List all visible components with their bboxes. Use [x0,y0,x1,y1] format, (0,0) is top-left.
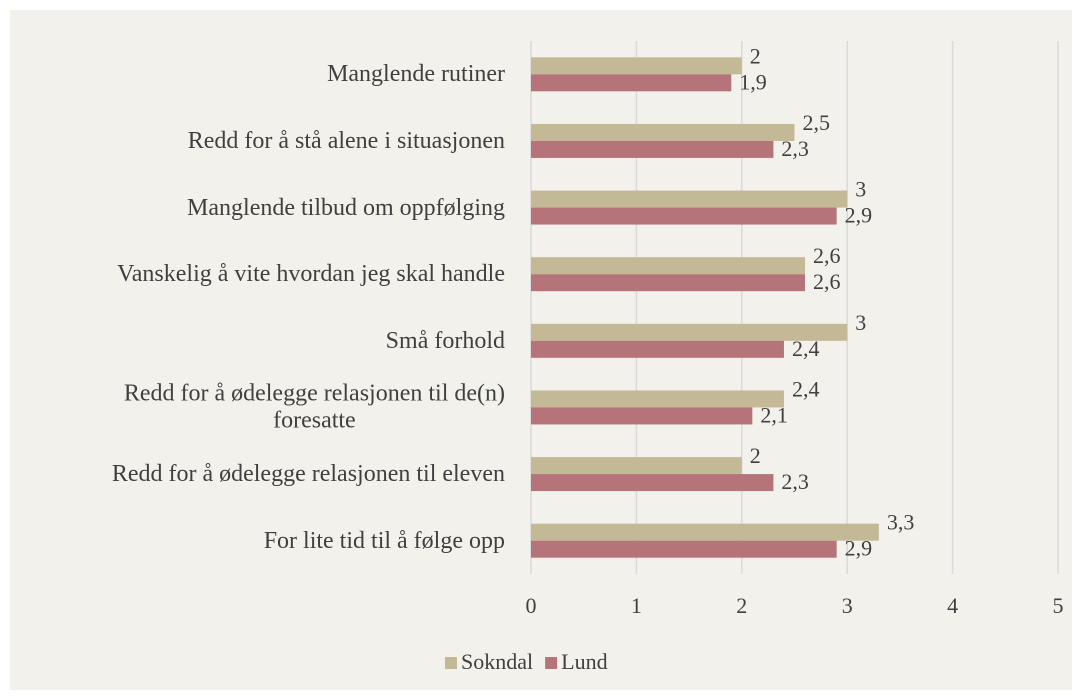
value-label: 2,5 [803,110,831,135]
bar [531,57,742,75]
category-label: Redd for å ødelegge relasjonen til eleve… [111,460,505,487]
bar [531,257,806,275]
category-label: Manglende tilbud om oppfølging [187,194,505,221]
value-label: 3 [855,310,866,335]
value-label: 2 [750,443,761,468]
value-label: 2,9 [845,536,873,561]
x-tick-label: 1 [631,593,642,618]
bar [531,340,784,358]
value-label: 2,6 [813,269,841,294]
bar [531,190,848,208]
value-label: 2,3 [781,136,809,161]
x-tick-label: 2 [736,593,747,618]
value-label: 2,4 [792,336,820,361]
value-label: 1,9 [739,69,767,94]
value-label: 2,3 [781,469,809,494]
bar [531,540,837,558]
category-label: Redd for å ødelegge relasjonen til de(n)… [123,381,505,434]
x-tick-label: 0 [526,593,537,618]
bar [531,123,795,141]
x-tick-label: 5 [1053,593,1064,618]
bar [531,207,837,225]
value-label: 2,1 [760,402,788,427]
bar [531,323,848,341]
legend-label: Sokndal [461,649,533,674]
category-label: For lite tid til å følge opp [263,527,505,554]
legend-swatch [445,657,457,669]
category-label: Små forhold [385,327,505,354]
bar [531,140,774,158]
x-tick-label: 3 [842,593,853,618]
value-label: 2,9 [845,203,873,228]
value-label: 3 [855,177,866,202]
bar [531,390,784,408]
value-label: 2,4 [792,376,820,401]
value-label: 2 [750,43,761,68]
bar [531,274,806,292]
bar [531,474,774,492]
bar [531,523,879,541]
x-tick-label: 4 [947,593,958,618]
category-label: Vanskelig å vite hvordan jeg skal handle [117,260,505,287]
bar [531,407,753,425]
category-label: Manglende rutiner [327,61,505,88]
legend-swatch [545,657,558,669]
bar [531,457,742,475]
category-label: Redd for å stå alene i situasjonen [187,127,505,154]
bar [531,74,732,92]
legend-label: Lund [561,649,607,674]
value-label: 2,6 [813,243,841,268]
value-label: 3,3 [887,510,915,535]
